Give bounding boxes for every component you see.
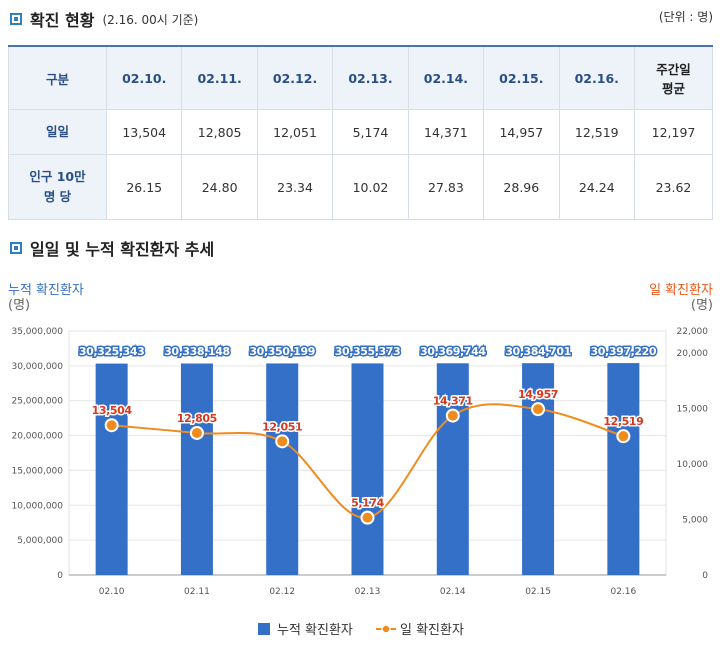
- row-label-line: 명 당: [43, 189, 72, 204]
- section-trend-header: 일일 및 누적 확진환자 추세: [10, 236, 214, 260]
- legend-label-daily: 일 확진환자: [400, 623, 464, 638]
- table-cell: 12,197: [634, 109, 713, 155]
- x-tick-label: 02.11: [184, 587, 210, 597]
- table-cell: 28.96: [483, 154, 560, 220]
- right-axis-title: 일 확진환자: [649, 283, 713, 298]
- right-axis-tick-label: 15,000: [677, 405, 709, 415]
- table-date-header: 02.13.: [332, 45, 409, 110]
- left-axis-tick-label: 30,000,000: [11, 362, 63, 372]
- bar: [607, 363, 640, 575]
- left-axis-unit: (명): [8, 298, 30, 313]
- line-data-label: 12,805: [177, 412, 217, 425]
- right-axis-tick-label: 20,000: [677, 349, 709, 359]
- table-cell: 26.15: [105, 154, 183, 220]
- row-label-line: 인구 10만: [29, 169, 86, 184]
- line-point: [360, 510, 375, 525]
- x-tick-label: 02.10: [99, 587, 125, 597]
- bar-data-label: 30,369,744: [420, 345, 486, 358]
- x-tick-label: 02.15: [525, 587, 551, 597]
- line-point: [275, 434, 290, 449]
- table-cell: 24.24: [558, 154, 636, 220]
- table-cell: 12,051: [256, 109, 334, 155]
- line-data-label: 14,371: [433, 395, 473, 408]
- section-subtitle-basis: (2.16. 00시 기준): [102, 12, 199, 27]
- section-square-icon: [10, 13, 22, 25]
- table-cell: 10.02: [332, 154, 409, 220]
- line-data-label: 13,504: [92, 404, 133, 417]
- table-cell: 24.80: [181, 154, 258, 220]
- legend-swatch-dot: [381, 624, 391, 634]
- line-data-label: 12,519: [603, 415, 643, 428]
- table-cell: 14,371: [407, 109, 485, 155]
- line-data-label: 12,051: [262, 420, 302, 433]
- left-axis-tick-label: 10,000,000: [11, 501, 63, 511]
- table-cell: 27.83: [407, 154, 485, 220]
- left-axis-tick-label: 5,000,000: [17, 536, 63, 546]
- table-row: 인구 10만 명 당 26.15 24.80 23.34 10.02 27.83…: [8, 154, 713, 220]
- bar: [436, 363, 469, 575]
- table-date-header: 02.14.: [407, 45, 485, 110]
- legend-label-cumulative: 누적 확진환자: [277, 623, 353, 638]
- table-cell: 12,519: [558, 109, 636, 155]
- x-tick-label: 02.14: [440, 587, 466, 597]
- bar-data-label: 30,355,373: [335, 345, 401, 358]
- table-row: 일일 13,504 12,805 12,051 5,174 14,371 14,…: [8, 109, 713, 155]
- right-axis-tick-label: 10,000: [677, 460, 709, 470]
- line-point: [104, 418, 119, 433]
- line-data-label: 5,174: [351, 497, 385, 510]
- table-header-row: 구분 02.10. 02.11. 02.12. 02.13. 02.14. 02…: [8, 45, 713, 110]
- section-title-status: 확진 현황: [30, 11, 95, 30]
- section-status-header: 확진 현황 (2.16. 00시 기준): [10, 7, 198, 31]
- bar-data-label: 30,384,701: [505, 345, 571, 358]
- bar: [180, 363, 213, 575]
- table-date-header: 02.15.: [483, 45, 560, 110]
- table-cell: 14,957: [483, 109, 560, 155]
- line-point: [531, 402, 546, 417]
- table-cell: 23.34: [256, 154, 334, 220]
- right-axis-unit: (명): [691, 298, 713, 313]
- right-axis-tick-label: 22,000: [677, 327, 709, 337]
- bar-data-label: 30,397,220: [591, 345, 657, 358]
- table-date-header: 02.16.: [558, 45, 636, 110]
- table-date-header: 02.11.: [181, 45, 258, 110]
- avg-header-line: 주간일: [656, 62, 691, 77]
- right-axis-tick-label: 0: [702, 571, 708, 581]
- table-corner: 구분: [8, 45, 107, 110]
- x-tick-label: 02.13: [355, 587, 381, 597]
- x-tick-label: 02.16: [610, 587, 636, 597]
- left-axis-tick-label: 20,000,000: [11, 432, 63, 442]
- unit-label: (단위 : 명): [658, 10, 713, 24]
- table-cell: 23.62: [634, 154, 713, 220]
- left-axis-tick-label: 35,000,000: [11, 327, 63, 337]
- bar: [95, 363, 128, 575]
- left-axis-tick-label: 25,000,000: [11, 397, 63, 407]
- legend-swatch-bar: [258, 623, 270, 635]
- table-cell: 5,174: [332, 109, 409, 155]
- line-data-label: 14,957: [518, 388, 558, 401]
- bar-data-label: 30,338,148: [164, 345, 230, 358]
- table-cell: 12,805: [181, 109, 258, 155]
- section-title-trend: 일일 및 누적 확진환자 추세: [30, 240, 215, 259]
- left-axis-title: 누적 확진환자: [8, 283, 84, 298]
- row-label-per100k: 인구 10만 명 당: [8, 154, 107, 220]
- line-point: [189, 425, 204, 440]
- line-point: [445, 408, 460, 423]
- x-tick-label: 02.12: [269, 587, 295, 597]
- section-square-icon: [10, 242, 22, 254]
- bar-data-label: 30,350,199: [249, 345, 315, 358]
- table-date-header: 02.10.: [105, 45, 183, 110]
- right-axis-tick-label: 5,000: [682, 516, 708, 526]
- line-point: [616, 429, 631, 444]
- bar: [351, 363, 384, 575]
- status-table: 구분 02.10. 02.11. 02.12. 02.13. 02.14. 02…: [8, 45, 713, 220]
- bar: [266, 363, 299, 575]
- bar-data-label: 30,325,343: [79, 345, 145, 358]
- avg-header-line: 평균: [661, 81, 685, 96]
- left-axis-tick-label: 15,000,000: [11, 466, 63, 476]
- left-axis-tick-label: 0: [57, 571, 63, 581]
- bar: [522, 363, 555, 575]
